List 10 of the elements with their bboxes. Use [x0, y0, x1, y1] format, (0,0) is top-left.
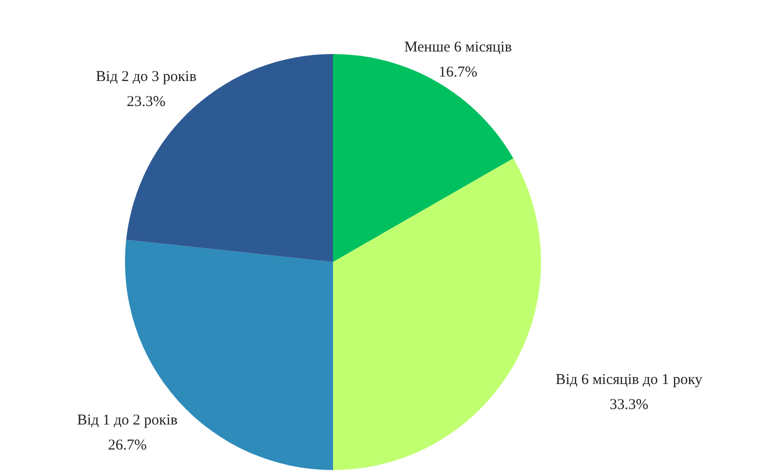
data-label: 33.3%	[610, 396, 648, 413]
slice-label: Менше 6 місяців	[404, 39, 512, 56]
slice-label: Від 2 до 3 років	[96, 68, 196, 85]
data-label: 23.3%	[126, 94, 166, 110]
data-label: 16.7%	[438, 64, 478, 80]
pie-slice	[333, 54, 514, 262]
pie-slice	[333, 158, 541, 470]
slice-label: Від 1 до 2 років	[77, 412, 178, 429]
slice-label: Від 6 місяців до 1 року	[556, 372, 703, 388]
data-label: 26.7%	[108, 438, 147, 454]
